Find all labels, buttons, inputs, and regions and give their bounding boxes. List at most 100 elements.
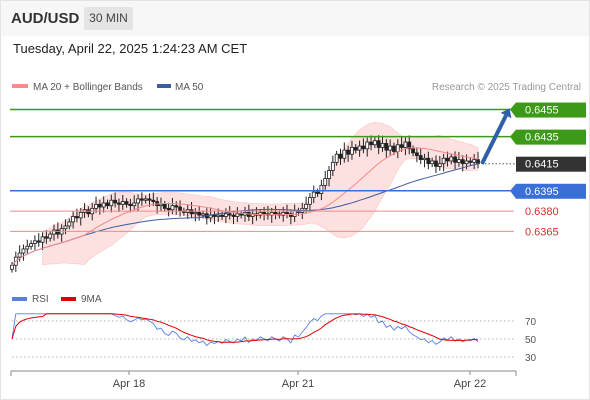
candle-body (143, 198, 148, 201)
candle-body (411, 148, 415, 154)
candle-body (288, 213, 293, 217)
candle-body (86, 209, 91, 215)
candle-body (224, 213, 228, 217)
candle-body (357, 145, 362, 151)
candle-body (407, 141, 412, 150)
candle-body (262, 212, 266, 215)
candle-body (162, 203, 167, 209)
candle-body (94, 203, 98, 209)
candle-body (55, 229, 60, 235)
candle-body (67, 221, 72, 227)
candle-body (235, 213, 240, 217)
candle-body (350, 147, 354, 155)
candle-body (147, 198, 152, 201)
x-axis-tick-label: Apr 21 (282, 378, 314, 390)
symbol-title: AUD/USD (11, 10, 80, 27)
rsi9ma-legend-swatch (61, 297, 76, 301)
ma20-legend-label: MA 20 + Bollinger Bands (33, 82, 143, 93)
level-label: 0.6395 (525, 186, 559, 198)
candle-body (170, 205, 175, 211)
candle-body (361, 145, 366, 150)
candle-body (388, 145, 393, 151)
ma50-legend-swatch (157, 84, 171, 88)
candle-body (392, 145, 396, 152)
candle-body (105, 202, 110, 207)
bollinger-band (42, 121, 479, 266)
candle-body (250, 213, 255, 217)
ma20-legend-swatch (12, 84, 28, 88)
price-plot-area (10, 121, 480, 273)
level-label-box (516, 183, 586, 199)
level-label-pointer (510, 183, 516, 199)
candle-body (212, 214, 217, 217)
candle-body (311, 191, 316, 198)
candle-body (285, 212, 289, 215)
candle-body (403, 141, 408, 148)
candle-body (239, 213, 244, 216)
rsi-tick-label: 70 (525, 317, 537, 328)
candle-body (231, 214, 236, 217)
candle-body (139, 198, 144, 201)
x-axis-tick-label: Apr 18 (113, 378, 145, 390)
candle-body (346, 149, 351, 155)
candle-body (338, 153, 343, 159)
candle-body (472, 159, 477, 163)
candle-body (334, 153, 339, 163)
candle-body (258, 212, 263, 216)
candle-body (75, 216, 79, 219)
candle-body (372, 140, 377, 146)
rsi-legend-swatch (12, 297, 27, 301)
candle-body (449, 156, 454, 162)
candle-body (136, 198, 140, 204)
levels-layer: 0.6455 0.6435 0.6395 0.6380 0.6365 0.6415 (10, 102, 586, 238)
current-price-label: 0.6415 (525, 159, 559, 171)
candle-body (33, 240, 37, 244)
x-axis: Apr 18 Apr 21 Apr 22 (10, 370, 517, 390)
candle-body (441, 157, 446, 165)
candle-body (418, 155, 423, 161)
candle-body (216, 214, 221, 217)
current-price-box (516, 156, 586, 172)
candle-body (201, 213, 205, 216)
candles (10, 135, 480, 273)
candle-body (128, 203, 133, 207)
candle-body (10, 264, 14, 270)
rsi-tick-label: 50 (525, 335, 537, 346)
candle-body (48, 233, 53, 239)
candle-body (304, 203, 309, 209)
candle-body (220, 214, 224, 217)
candle-body (44, 236, 49, 239)
ma50-legend-label: MA 50 (175, 82, 204, 93)
candle-body (120, 201, 125, 205)
credit-text: Research © 2025 Trading Central (432, 82, 581, 93)
candle-body (63, 225, 68, 230)
candle-body (464, 160, 469, 165)
level-label: 0.6380 (525, 206, 559, 218)
candle-body (113, 199, 118, 204)
candle-body (132, 202, 137, 207)
candle-body (124, 201, 129, 205)
candle-body (273, 212, 278, 215)
candle-body (178, 206, 182, 212)
candle-body (365, 141, 370, 150)
rsi-legend-label: RSI (32, 294, 49, 305)
level-label: 0.6365 (525, 226, 559, 238)
timeframe-badge[interactable]: 30 MIN (84, 7, 133, 30)
candle-body (36, 240, 41, 243)
candle-body (117, 202, 121, 205)
timestamp: Tuesday, April 22, 2025 1:24:23 AM CET (13, 41, 248, 56)
level-label: 0.6455 (525, 105, 559, 117)
candle-body (342, 149, 347, 159)
x-axis-tick-label: Apr 22 (454, 378, 486, 390)
candle-body (384, 142, 389, 151)
candle-body (380, 142, 385, 148)
level-label: 0.6435 (525, 132, 559, 144)
candle-body (330, 161, 335, 171)
level-label-box (516, 129, 586, 145)
candle-body (17, 252, 22, 258)
forecast-arrow-shaft (480, 114, 508, 165)
candle-body (71, 216, 76, 223)
candle-body (395, 144, 400, 152)
rsi-tick-label: 30 (525, 353, 537, 364)
